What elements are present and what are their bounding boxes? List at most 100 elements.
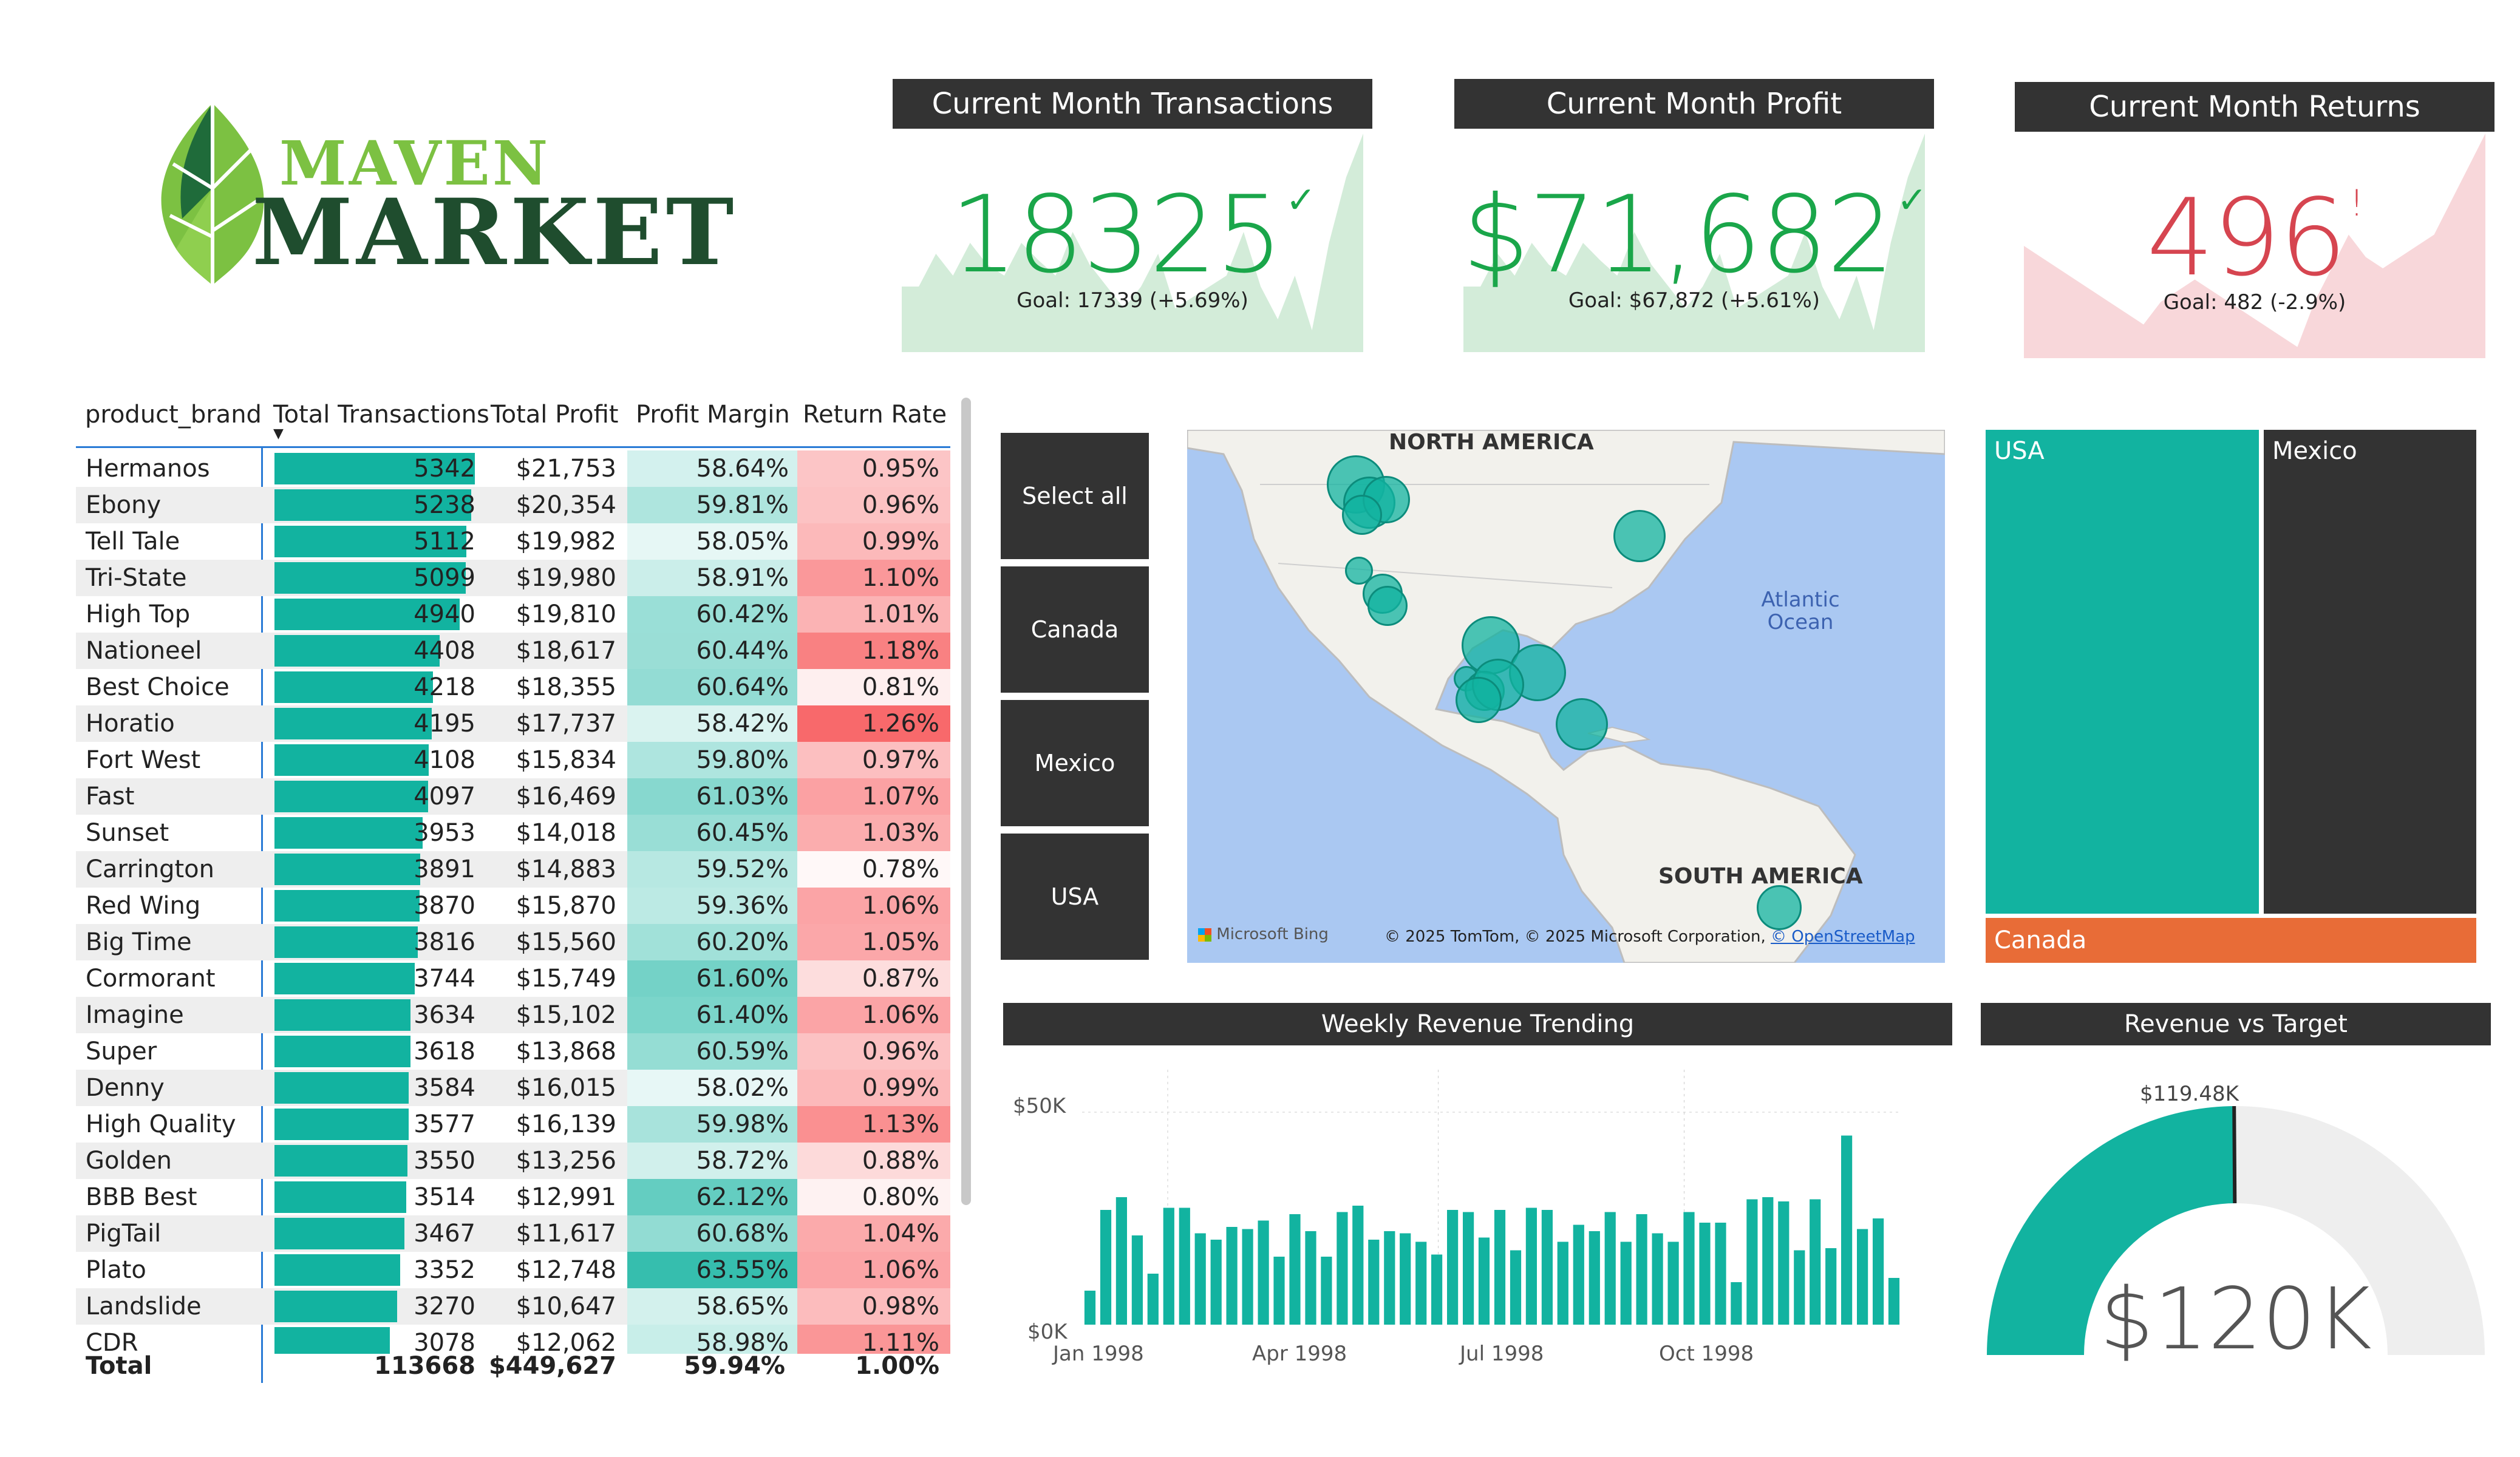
table-row[interactable]: Imagine 3634 $15,102 61.40% 1.06%: [76, 997, 950, 1033]
revenue-bar[interactable]: [1652, 1233, 1663, 1325]
slicer-usa[interactable]: USA: [1001, 834, 1149, 960]
revenue-bar[interactable]: [1573, 1224, 1584, 1325]
revenue-bar[interactable]: [1352, 1206, 1364, 1325]
revenue-bar[interactable]: [1510, 1250, 1522, 1325]
store-bubble[interactable]: [1342, 495, 1382, 535]
revenue-bar[interactable]: [1084, 1291, 1096, 1325]
treemap-canada[interactable]: Canada: [1986, 918, 2476, 963]
revenue-bar[interactable]: [1273, 1257, 1285, 1325]
revenue-bar[interactable]: [1100, 1210, 1112, 1325]
table-row[interactable]: Fast 4097 $16,469 61.03% 1.07%: [76, 778, 950, 815]
revenue-bar[interactable]: [1810, 1199, 1821, 1325]
table-row[interactable]: Golden 3550 $13,256 58.72% 0.88%: [76, 1143, 950, 1179]
col-header-margin[interactable]: Profit Margin: [636, 401, 790, 429]
table-row[interactable]: Hermanos 5342 $21,753 58.64% 0.95%: [76, 450, 950, 487]
revenue-bar[interactable]: [1242, 1229, 1253, 1325]
revenue-bar[interactable]: [1762, 1197, 1774, 1325]
table-row[interactable]: Red Wing 3870 $15,870 59.36% 1.06%: [76, 888, 950, 924]
table-row[interactable]: Landslide 3270 $10,647 58.65% 0.98%: [76, 1288, 950, 1325]
store-bubble[interactable]: [1757, 885, 1802, 930]
table-row[interactable]: Nationeel 4408 $18,617 60.44% 1.18%: [76, 633, 950, 669]
table-row[interactable]: Denny 3584 $16,015 58.02% 0.99%: [76, 1070, 950, 1106]
store-bubble[interactable]: [1367, 586, 1408, 626]
col-header-profit[interactable]: Total Profit: [491, 401, 619, 429]
revenue-bar[interactable]: [1794, 1250, 1805, 1325]
revenue-bar[interactable]: [1873, 1218, 1884, 1325]
col-header-return-rate[interactable]: Return Rate: [803, 401, 947, 429]
revenue-bar[interactable]: [1841, 1135, 1853, 1325]
table-row[interactable]: High Top 4940 $19,810 60.42% 1.01%: [76, 596, 950, 633]
revenue-bar[interactable]: [1115, 1197, 1127, 1325]
treemap-usa[interactable]: USA: [1986, 430, 2259, 914]
revenue-bar[interactable]: [1557, 1241, 1568, 1325]
revenue-bar[interactable]: [1447, 1210, 1459, 1325]
revenue-bar[interactable]: [1368, 1240, 1380, 1325]
revenue-bar[interactable]: [1415, 1241, 1427, 1325]
revenue-bar[interactable]: [1667, 1241, 1679, 1325]
revenue-bar[interactable]: [1305, 1231, 1316, 1325]
scrollbar[interactable]: [961, 398, 971, 1205]
table-row[interactable]: BBB Best 3514 $12,991 62.12% 0.80%: [76, 1179, 950, 1215]
revenue-bar[interactable]: [1589, 1231, 1600, 1325]
slicer-select-all[interactable]: Select all: [1001, 433, 1149, 559]
table-row[interactable]: Sunset 3953 $14,018 60.45% 1.03%: [76, 815, 950, 851]
table-row[interactable]: PigTail 3467 $11,617 60.68% 1.04%: [76, 1215, 950, 1252]
revenue-bar[interactable]: [1258, 1220, 1269, 1325]
revenue-bar[interactable]: [1400, 1233, 1411, 1325]
revenue-bar[interactable]: [1179, 1207, 1190, 1325]
revenue-bar[interactable]: [1746, 1199, 1758, 1325]
kpi-profit[interactable]: Current Month Profit $71,682 ✓ Goal: $67,…: [1454, 79, 1934, 358]
revenue-bar[interactable]: [1857, 1229, 1868, 1325]
table-row[interactable]: Super 3618 $13,868 60.59% 0.96%: [76, 1033, 950, 1070]
revenue-bar[interactable]: [1163, 1207, 1174, 1325]
revenue-bar[interactable]: [1699, 1223, 1711, 1325]
revenue-bar[interactable]: [1636, 1214, 1647, 1325]
revenue-bar[interactable]: [1478, 1237, 1490, 1325]
revenue-bar[interactable]: [1210, 1240, 1222, 1325]
weekly-revenue-chart[interactable]: Weekly Revenue Trending $50K $0K Jan 199…: [1003, 1003, 1952, 1379]
revenue-gauge[interactable]: Revenue vs Target $119.48K $120K: [1981, 1003, 2491, 1391]
table-row[interactable]: Horatio 4195 $17,737 58.42% 1.26%: [76, 705, 950, 742]
revenue-bar[interactable]: [1384, 1231, 1395, 1325]
table-row[interactable]: Tri-State 5099 $19,980 58.91% 1.10%: [76, 560, 950, 596]
slicer-mexico[interactable]: Mexico: [1001, 700, 1149, 826]
table-row[interactable]: Cormorant 3744 $15,749 61.60% 0.87%: [76, 960, 950, 997]
store-bubble[interactable]: [1556, 698, 1608, 750]
revenue-bar[interactable]: [1194, 1233, 1206, 1325]
kpi-transactions[interactable]: Current Month Transactions 18325 ✓ Goal: …: [893, 79, 1372, 358]
table-row[interactable]: Ebony 5238 $20,354 59.81% 0.96%: [76, 487, 950, 523]
table-row[interactable]: Big Time 3816 $15,560 60.20% 1.05%: [76, 924, 950, 960]
treemap-mexico[interactable]: Mexico: [2264, 430, 2476, 914]
revenue-bar[interactable]: [1289, 1214, 1301, 1325]
table-row[interactable]: High Quality 3577 $16,139 59.98% 1.13%: [76, 1106, 950, 1143]
revenue-bar[interactable]: [1321, 1257, 1332, 1325]
table-row[interactable]: Tell Tale 5112 $19,982 58.05% 0.99%: [76, 523, 950, 560]
brand-table[interactable]: product_brand Total Transactions ▼ Total…: [0, 0, 984, 1396]
revenue-bar[interactable]: [1337, 1212, 1348, 1325]
revenue-bar[interactable]: [1131, 1235, 1143, 1325]
revenue-bar[interactable]: [1620, 1241, 1632, 1325]
revenue-bar[interactable]: [1715, 1223, 1726, 1325]
slicer-canada[interactable]: Canada: [1001, 566, 1149, 693]
kpi-returns[interactable]: Current Month Returns 496! Goal: 482 (-2…: [2015, 79, 2494, 358]
revenue-bar[interactable]: [1463, 1212, 1474, 1325]
revenue-bar[interactable]: [1778, 1201, 1790, 1325]
revenue-bar[interactable]: [1604, 1212, 1616, 1325]
table-row[interactable]: CDR 3078 $12,062 58.98% 1.11%: [76, 1325, 950, 1354]
table-row[interactable]: Best Choice 4218 $18,355 60.64% 0.81%: [76, 669, 950, 705]
store-bubble[interactable]: [1456, 677, 1502, 723]
col-header-brand[interactable]: product_brand: [85, 401, 262, 429]
revenue-bar[interactable]: [1525, 1207, 1537, 1325]
table-row[interactable]: Carrington 3891 $14,883 59.52% 0.78%: [76, 851, 950, 888]
store-bubble[interactable]: [1613, 510, 1666, 562]
revenue-bar[interactable]: [1825, 1248, 1837, 1325]
table-row[interactable]: Fort West 4108 $15,834 59.80% 0.97%: [76, 742, 950, 778]
revenue-bar[interactable]: [1226, 1227, 1238, 1325]
revenue-bar[interactable]: [1147, 1274, 1159, 1325]
col-header-transactions[interactable]: Total Transactions: [273, 401, 489, 429]
openstreetmap-link[interactable]: © OpenStreetMap: [1771, 928, 1915, 946]
table-row[interactable]: Plato 3352 $12,748 63.55% 1.06%: [76, 1252, 950, 1288]
revenue-bar[interactable]: [1541, 1210, 1553, 1325]
revenue-bar[interactable]: [1494, 1210, 1506, 1325]
revenue-bar[interactable]: [1888, 1278, 1900, 1325]
